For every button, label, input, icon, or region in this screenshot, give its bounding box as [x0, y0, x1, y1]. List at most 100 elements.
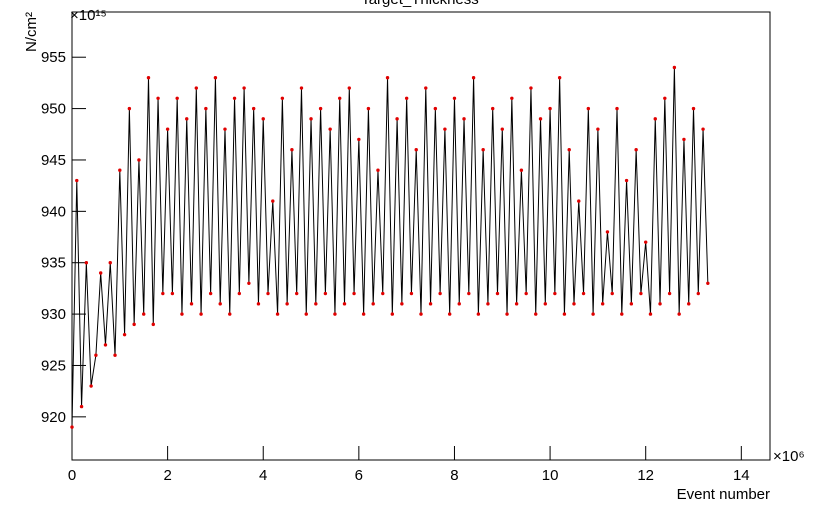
data-point	[242, 86, 246, 90]
data-point	[447, 312, 452, 316]
data-point	[251, 106, 256, 111]
data-point	[462, 117, 466, 121]
data-point	[433, 106, 438, 111]
x-tick-label: 6	[355, 467, 363, 484]
y-multiplier: ×10¹⁵	[70, 7, 107, 24]
data-point	[285, 302, 289, 306]
data-point	[161, 291, 165, 296]
data-point	[687, 302, 691, 306]
data-point	[538, 117, 543, 121]
data-point	[132, 322, 136, 327]
data-point	[75, 178, 79, 183]
data-point	[624, 178, 629, 183]
y-tick-label: 935	[41, 255, 66, 272]
data-point	[557, 76, 562, 80]
data-point	[667, 291, 672, 296]
data-point	[228, 312, 232, 316]
data-point	[529, 86, 533, 90]
data-point	[204, 106, 208, 111]
data-point	[185, 117, 189, 121]
data-point	[113, 353, 117, 357]
data-point	[457, 302, 461, 306]
data-point	[347, 86, 351, 90]
data-point	[577, 199, 581, 203]
data-point	[591, 312, 595, 316]
data-point	[548, 106, 552, 111]
data-point	[381, 291, 385, 296]
data-point	[428, 302, 433, 306]
data-point	[271, 199, 275, 203]
data-point	[629, 302, 634, 306]
data-point	[218, 302, 222, 306]
data-point	[567, 147, 571, 152]
data-point	[108, 261, 112, 265]
x-axis-label: Event number	[677, 486, 770, 503]
data-point	[643, 240, 648, 244]
data-point	[127, 106, 132, 111]
data-point	[404, 96, 409, 101]
data-point	[581, 291, 586, 296]
data-point	[118, 168, 122, 172]
data-point	[328, 127, 332, 131]
data-point	[491, 106, 495, 111]
data-point	[481, 147, 485, 152]
data-point	[691, 106, 696, 111]
data-point	[318, 106, 323, 111]
data-point	[452, 96, 457, 101]
y-tick-label: 945	[41, 152, 66, 169]
data-point	[653, 117, 657, 121]
data-point	[146, 76, 151, 80]
data-point	[400, 302, 404, 306]
data-point	[70, 425, 74, 429]
data-point	[189, 302, 194, 306]
data-line	[71, 67, 709, 428]
y-tick-label: 930	[41, 306, 66, 323]
data-point	[553, 291, 557, 296]
data-point	[605, 230, 610, 234]
data-point	[175, 96, 179, 101]
x-tick-label: 8	[450, 467, 458, 484]
data-point	[534, 312, 538, 316]
data-point	[414, 147, 418, 152]
data-point	[165, 127, 170, 131]
data-point	[424, 86, 428, 90]
y-tick-label: 925	[41, 357, 66, 374]
data-point	[333, 312, 337, 316]
data-point	[395, 117, 399, 121]
data-point	[199, 312, 203, 316]
data-point	[682, 137, 686, 142]
data-point	[510, 96, 514, 101]
data-point	[156, 96, 160, 101]
data-point	[137, 158, 141, 162]
data-point	[94, 353, 98, 357]
data-point	[261, 117, 265, 121]
data-point	[299, 86, 304, 90]
data-point	[648, 312, 653, 316]
data-point	[247, 281, 251, 285]
data-point	[79, 404, 84, 409]
y-tick-label: 950	[41, 101, 66, 118]
data-point	[280, 96, 285, 101]
data-point	[323, 291, 328, 296]
data-point	[208, 291, 213, 296]
frame	[71, 11, 771, 461]
data-point	[98, 271, 103, 275]
data-point	[103, 343, 108, 347]
data-point	[409, 291, 414, 296]
x-tick-label: 0	[68, 467, 76, 484]
data-point	[419, 312, 423, 316]
data-point	[385, 76, 390, 80]
data-point	[232, 96, 237, 101]
y-axis-label: N/cm²	[23, 12, 40, 52]
data-point	[672, 65, 677, 70]
x-tick-label: 14	[733, 467, 750, 484]
data-point	[361, 312, 366, 316]
data-point	[543, 302, 548, 306]
data-point	[443, 127, 447, 131]
x-tick-label: 10	[542, 467, 559, 484]
data-point	[294, 291, 299, 296]
data-point	[366, 106, 371, 111]
data-point	[390, 312, 395, 316]
data-point	[476, 312, 481, 316]
